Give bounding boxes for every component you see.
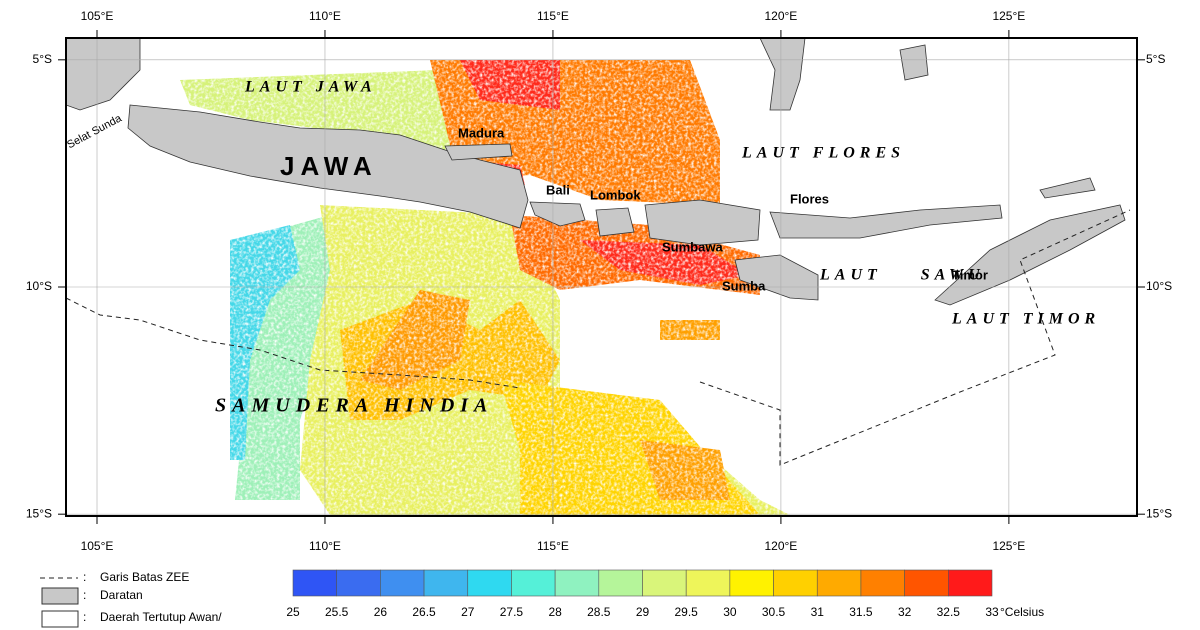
lat-label: 10°S (1146, 279, 1172, 293)
colorbar-tick-label: 27 (461, 605, 475, 619)
colorbar-tick-label: 26 (374, 605, 388, 619)
eez-boundary (65, 209, 1131, 466)
lat-label: 5°S (1146, 52, 1165, 66)
lon-label: 125°E (992, 9, 1025, 23)
timor (934, 204, 1126, 306)
colorbar-tick-label: 33 (985, 605, 999, 619)
map-frame (65, 37, 1138, 517)
colorbar-tick-label: 32 (898, 605, 912, 619)
sumba (734, 254, 819, 301)
place-label: Bali (546, 182, 570, 197)
colorbar-tick-label: 25 (286, 605, 300, 619)
madura (444, 143, 513, 161)
lon-label: 105°E (81, 9, 114, 23)
colorbar-bin (904, 569, 949, 597)
buton (899, 44, 929, 81)
place-label: Sumba (722, 278, 766, 293)
place-label: LAUT FLORES (741, 145, 905, 162)
lat-label: 15°S (26, 506, 52, 520)
place-label: LAUT JAWA (244, 79, 377, 96)
lon-label: 120°E (764, 9, 797, 23)
colorbar-tick-label: 29.5 (675, 605, 699, 619)
legend: : : : Garis Batas ZEE Daratan Daerah Ter… (40, 570, 222, 628)
wetar (1039, 177, 1096, 199)
colorbar-tick-label: 30.5 (762, 605, 786, 619)
place-label: Sumbawa (662, 239, 723, 254)
colorbar-bin (816, 569, 862, 597)
colorbar-tick-label: 30 (723, 605, 737, 619)
legend-colon: : (83, 588, 86, 602)
colorbar-bin (554, 569, 600, 597)
lon-label: 110°E (309, 9, 341, 23)
colorbar-tick-label: 28 (548, 605, 562, 619)
colorbar-bin (729, 569, 774, 597)
colorbar-tick-label: 29 (636, 605, 650, 619)
legend-colon: : (83, 610, 86, 624)
colorbar-bin (423, 569, 469, 597)
lon-label: 120°E (764, 539, 797, 553)
colorbar-bin (642, 569, 687, 597)
place-label: Timor (952, 267, 988, 282)
colorbar-bin (511, 569, 556, 597)
place-label: SAMUDERA HINDIA (215, 395, 493, 417)
sulawesi (759, 38, 806, 111)
lat-label: 15°S (1146, 506, 1172, 520)
place-label: Lombok (590, 187, 641, 202)
lombok (595, 207, 635, 237)
place-label: LAUT TIMOR (951, 311, 1100, 328)
colorbar-bin (948, 569, 993, 597)
place-label: Madura (458, 125, 505, 140)
colorbar: 25 25.5 26 26.5 27 27.5 28 28.5 29 29.5 30 30.5 31 31… (286, 569, 1044, 619)
legend-cloud-symbol (41, 610, 79, 628)
lon-label: 110°E (309, 539, 341, 553)
lon-label: 125°E (992, 539, 1025, 553)
place-label: Flores (790, 191, 829, 206)
legend-label: Garis Batas ZEE (100, 570, 189, 584)
colorbar-tick-label: 32.5 (937, 605, 961, 619)
graticule: 105°E 105°E 110°E 110°E 115°E 115°E 120°E 120°E… (26, 9, 1172, 553)
colorbar-unit: °Celsius (1000, 605, 1044, 619)
colorbar-tick-label: 31 (811, 605, 825, 619)
colorbar-bin (598, 569, 643, 597)
colorbar-bin (292, 569, 337, 597)
java (127, 104, 529, 229)
colorbar-tick-label: 25.5 (325, 605, 349, 619)
lon-label: 105°E (81, 539, 114, 553)
colorbar-tick-label: 27.5 (500, 605, 524, 619)
legend-land-symbol (41, 587, 79, 605)
colorbar-bin (773, 569, 818, 597)
legend-label: Daerah Tertutup Awan/ (100, 610, 222, 624)
colorbar-tick-label: 31.5 (849, 605, 873, 619)
colorbar-bin (336, 569, 381, 597)
lat-label: 5°S (33, 52, 52, 66)
sumbawa (644, 199, 761, 246)
legend-label: Daratan (100, 588, 143, 602)
lat-label: 10°S (26, 279, 52, 293)
colorbar-bin (860, 569, 905, 597)
colorbar-bin (685, 569, 731, 597)
colorbar-tick-label: 28.5 (587, 605, 611, 619)
legend-colon: : (83, 570, 86, 584)
flores (769, 204, 1003, 239)
lon-label: 115°E (537, 9, 569, 23)
bali (529, 201, 586, 227)
place-label: JAWA (280, 151, 378, 181)
sumatra (66, 38, 141, 111)
land (66, 38, 1126, 306)
place-label: LAUT SAWU (819, 267, 985, 284)
lon-label: 115°E (537, 539, 569, 553)
colorbar-bin (380, 569, 425, 597)
colorbar-bin (467, 569, 512, 597)
colorbar-tick-label: 26.5 (412, 605, 436, 619)
